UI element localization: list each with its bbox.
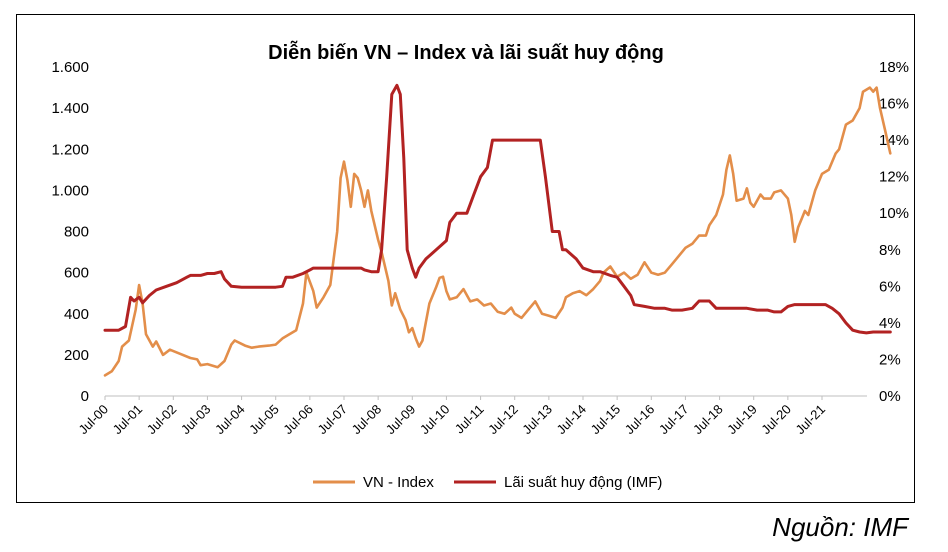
legend-item-vn-index-label: VN - Index: [363, 474, 434, 491]
y-right-tick-label: 2%: [879, 351, 901, 368]
x-tick-label: Jul-08: [349, 402, 385, 438]
y-left-tick-label: 400: [64, 306, 89, 323]
x-tick-label: Jul-21: [792, 402, 828, 438]
y-right-tick-label: 4%: [879, 315, 901, 332]
source-note: Nguồn: IMF: [772, 512, 908, 542]
axes-layer: 0 200 400 600 800 1.000 1.200 1.400 1.600 0% 2% 4% 6…: [51, 59, 909, 437]
y-left-tick-label: 1.600: [51, 59, 89, 76]
x-tick-label: Jul-09: [383, 402, 419, 438]
y-right-tick-label: 12%: [879, 169, 909, 186]
y-right-tick-label: 10%: [879, 205, 909, 222]
x-tick-label: Jul-15: [588, 402, 624, 438]
x-tick-label: Jul-20: [758, 402, 794, 438]
y-right-tick-label: 18%: [879, 59, 909, 76]
x-tick-label: Jul-03: [178, 402, 214, 438]
y-left-tick-label: 1.200: [51, 141, 89, 158]
y-left-tick-label: 0: [81, 388, 89, 405]
x-tick-label: Jul-13: [519, 402, 555, 438]
chart-frame: Diễn biến VN – Index và lãi suất huy độn…: [16, 14, 915, 503]
x-tick-label: Jul-04: [212, 402, 248, 438]
x-tick-label: Jul-19: [724, 402, 760, 438]
y-left-tick-label: 600: [64, 265, 89, 282]
y-right-tick-label: 0%: [879, 388, 901, 405]
y-left-tick-label: 1.000: [51, 182, 89, 199]
x-tick-label: Jul-01: [110, 402, 146, 438]
y-left-tick-label: 800: [64, 224, 89, 241]
series-line-deposit-rate: [103, 83, 892, 335]
x-tick-label: Jul-05: [246, 402, 282, 438]
legend-item-deposit-rate-label: Lãi suất huy động (IMF): [504, 474, 662, 491]
y-left-tick-label: 1.400: [51, 100, 89, 117]
x-tick-label: Jul-12: [485, 402, 521, 438]
y-right-tick-label: 14%: [879, 132, 909, 149]
x-tick-label: Jul-06: [280, 402, 316, 438]
y-right-tick-label: 16%: [879, 96, 909, 113]
x-tick-label: Jul-10: [417, 402, 453, 438]
legend: VN - Index Lãi suất huy động (IMF): [313, 474, 662, 491]
series-layer: [103, 83, 892, 377]
x-tick-label: Jul-18: [690, 402, 726, 438]
x-tick-label: Jul-02: [144, 402, 180, 438]
x-tick-label: Jul-00: [75, 402, 111, 438]
x-tick-label: Jul-11: [452, 402, 487, 437]
y-right-tick-label: 6%: [879, 278, 901, 295]
series-line-vn-index: [103, 86, 892, 377]
x-tick-label: Jul-16: [622, 402, 658, 438]
y-right-tick-label: 8%: [879, 242, 901, 259]
chart-title: Diễn biến VN – Index và lãi suất huy độn…: [268, 40, 664, 64]
x-tick-label: Jul-07: [314, 402, 350, 438]
y-left-tick-label: 200: [64, 347, 89, 364]
chart-svg: Diễn biến VN – Index và lãi suất huy độn…: [51, 40, 909, 491]
x-tick-label: Jul-17: [656, 402, 692, 438]
x-tick-label: Jul-14: [553, 402, 589, 438]
